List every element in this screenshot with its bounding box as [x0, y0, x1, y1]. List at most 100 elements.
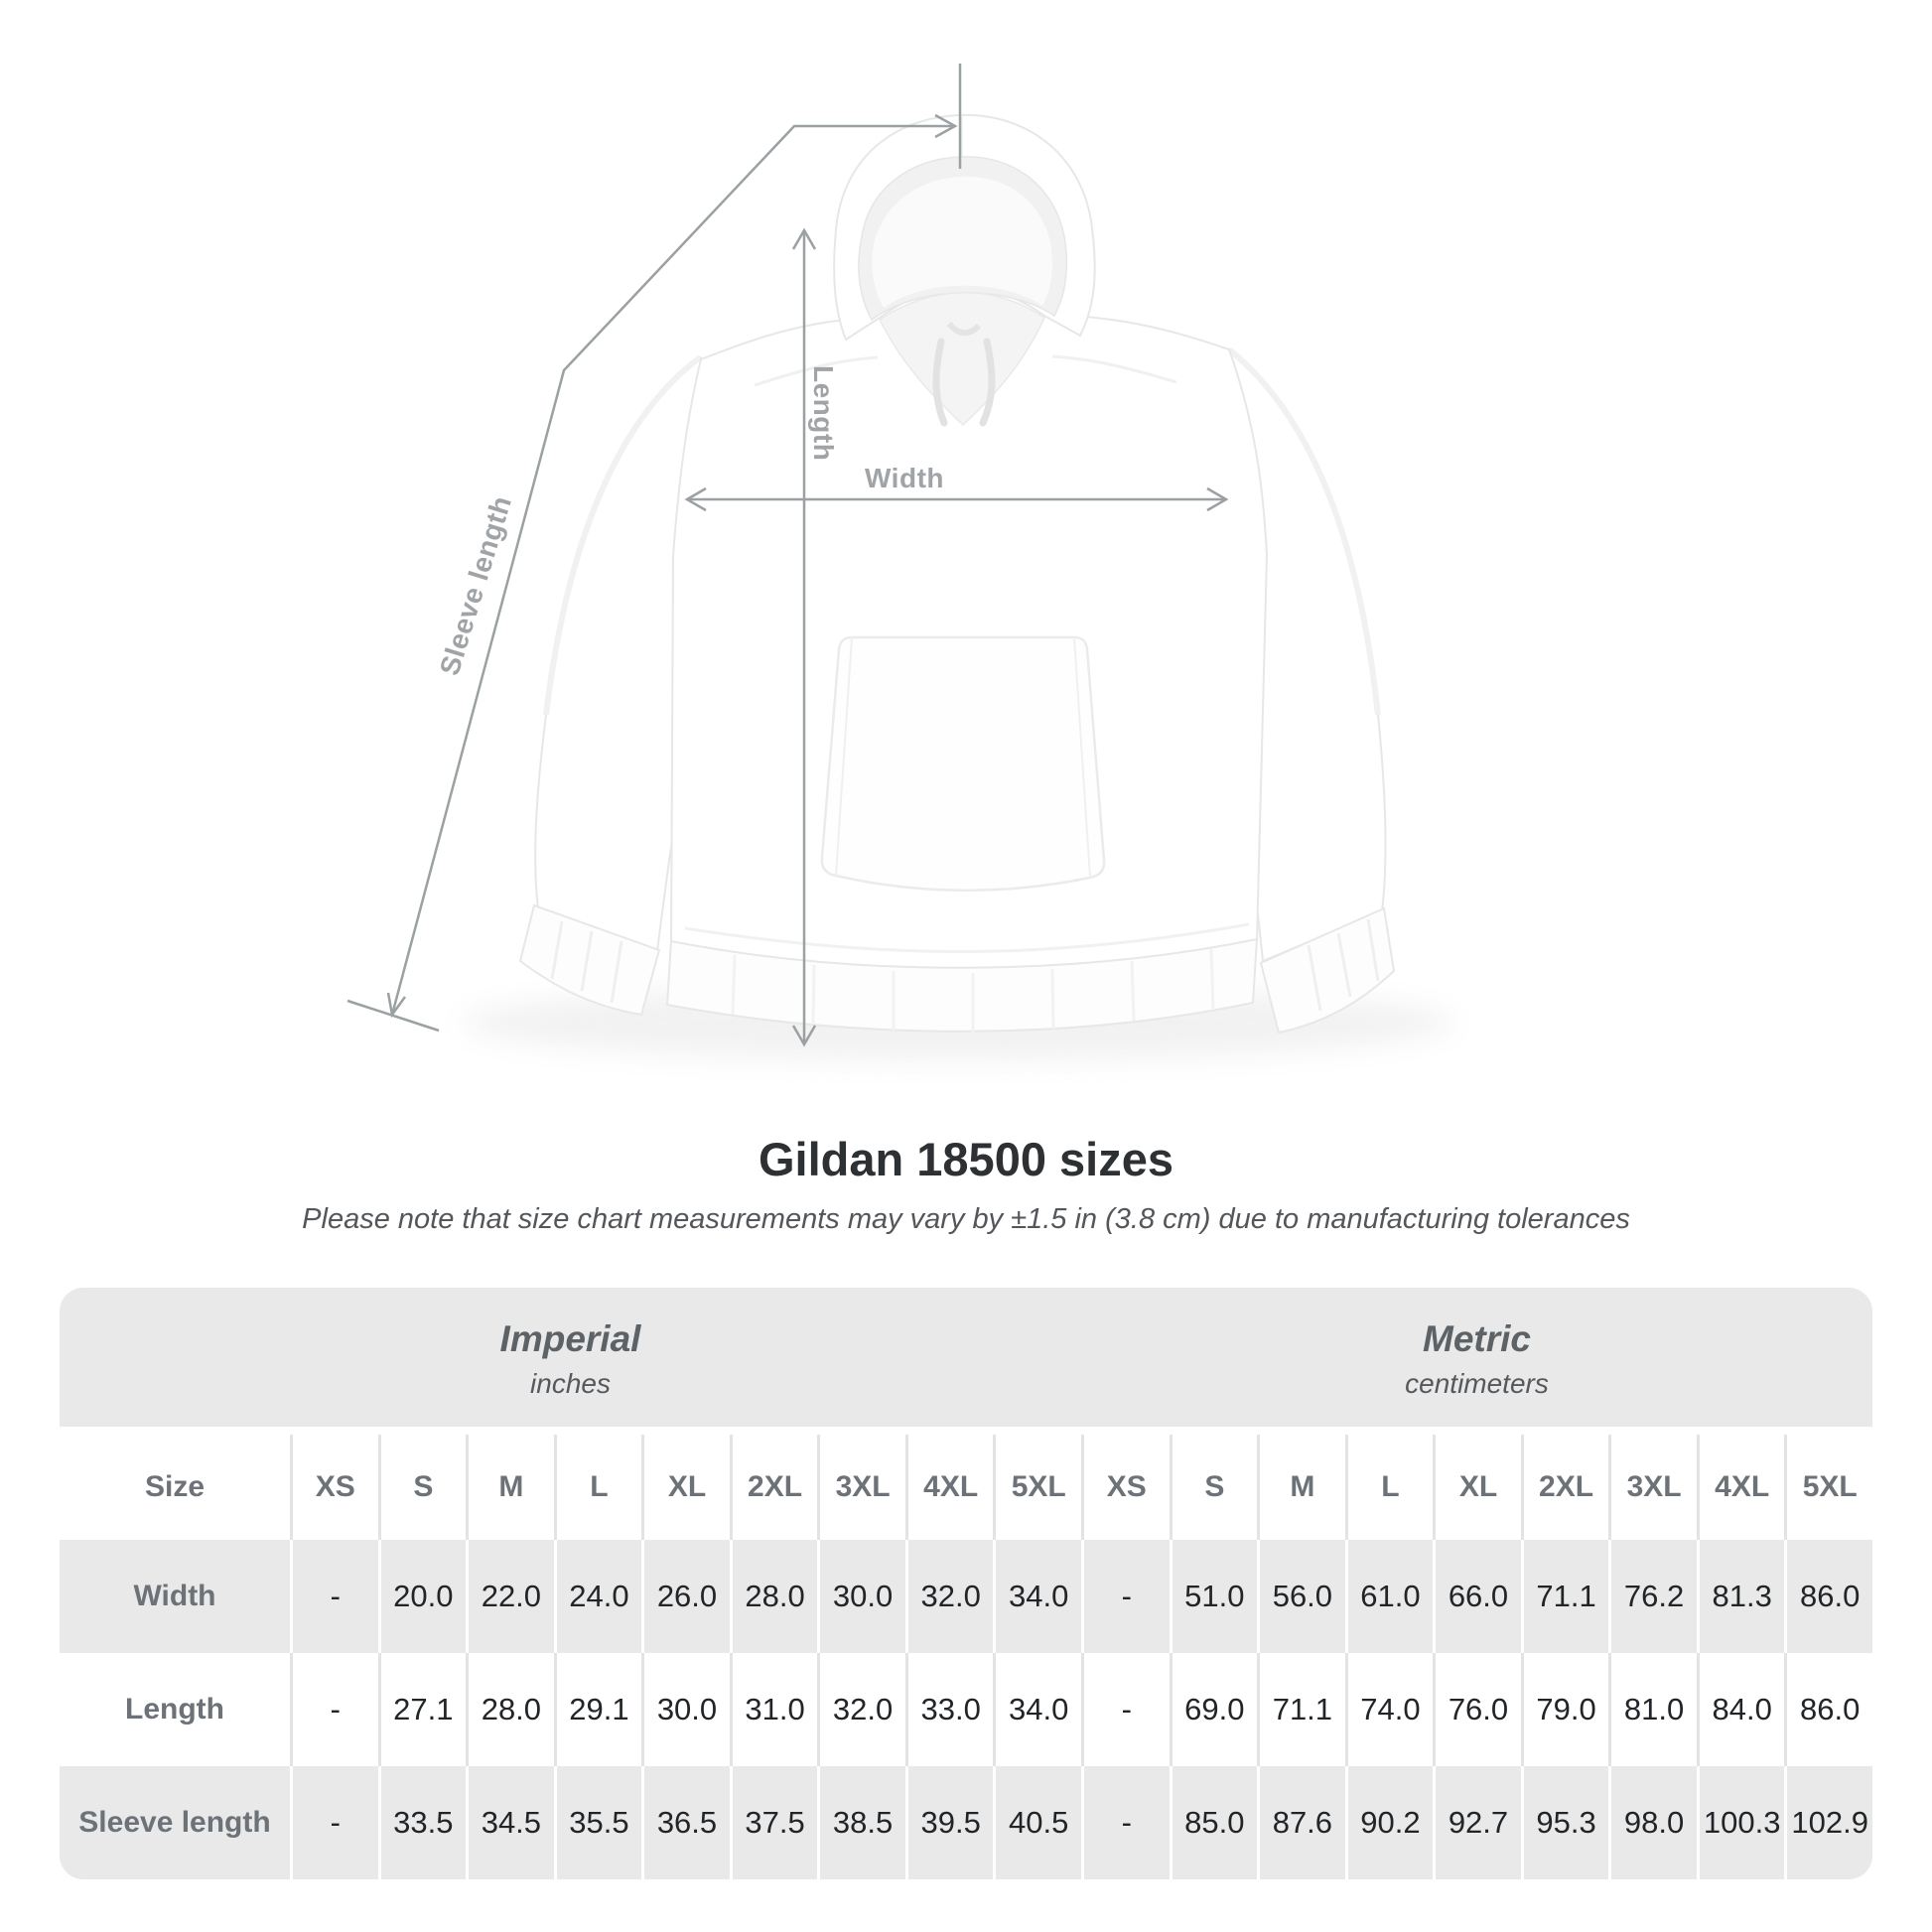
table-cell-1: 20.0 [377, 1540, 467, 1653]
row-label: Length [125, 1693, 224, 1725]
table-cell-13: 76.0 [1433, 1653, 1521, 1766]
width-line [684, 486, 1229, 512]
width-measurement-label: Width [865, 463, 944, 493]
measurement-row-sleeve-length: Sleeve length -33.5 34.5 35.5 36.5 37.5 38.5 39… [60, 1766, 1872, 1879]
column-header-4: XL [641, 1435, 730, 1540]
metric-label: Metric [1423, 1318, 1531, 1359]
table-cell-3: 24.0 [553, 1540, 642, 1653]
table-cell-12: 61.0 [1344, 1540, 1434, 1653]
table-cell-9: - [1081, 1653, 1170, 1766]
table-cell-6: 32.0 [817, 1653, 905, 1766]
column-header-1: S [377, 1435, 467, 1540]
table-cell-8: 40.5 [993, 1766, 1081, 1879]
table-cell-4: 26.0 [641, 1540, 730, 1653]
table-cell-14: 71.1 [1520, 1540, 1609, 1653]
table-rows: Size XS S M L XL 2XL 3XL 4XL 5XL XS S M L XL 2XL 3XL 4XL 5… [60, 1435, 1872, 1879]
measurement-lines [346, 64, 1229, 1047]
table-cell-14: 79.0 [1520, 1653, 1609, 1766]
hoodie-hood [833, 113, 1096, 427]
column-header-16: 4XL [1696, 1435, 1785, 1540]
column-header-11: M [1257, 1435, 1345, 1540]
table-cell-15: 81.0 [1608, 1653, 1697, 1766]
length-line [791, 227, 817, 1047]
column-header-17: 5XL [1784, 1435, 1872, 1540]
table-cell-13: 66.0 [1433, 1540, 1521, 1653]
table-cell-10: 69.0 [1169, 1653, 1258, 1766]
table-cell-1: 33.5 [377, 1766, 467, 1879]
table-cell-7: 33.0 [904, 1653, 994, 1766]
column-header-5: 2XL [729, 1435, 818, 1540]
table-cell-8: 34.0 [993, 1540, 1081, 1653]
table-cell-11: 71.1 [1257, 1653, 1345, 1766]
column-header-0: XS [290, 1435, 378, 1540]
page-title: Gildan 18500 sizes [758, 1133, 1174, 1185]
column-header-12: L [1344, 1435, 1434, 1540]
metric-group-header: Metric centimeters [1081, 1288, 1872, 1427]
column-header-8: 5XL [993, 1435, 1081, 1540]
hoodie-pocket [820, 635, 1106, 893]
table-cell-16: 100.3 [1696, 1766, 1785, 1879]
row-label: Sleeve length [78, 1806, 271, 1839]
measurement-row-width: Width -20.0 22.0 24.0 26.0 28.0 30.0 32.0 34.0-5… [60, 1540, 1872, 1653]
row-label: Width [133, 1580, 216, 1612]
hoodie-measurement-diagram: Length Width Sleeve length [346, 64, 1454, 1060]
column-header-6: 3XL [817, 1435, 905, 1540]
table-cell-7: 39.5 [904, 1766, 994, 1879]
table-cell-10: 85.0 [1169, 1766, 1258, 1879]
tolerance-note: Please note that size chart measurements… [302, 1203, 1630, 1235]
table-cell-11: 56.0 [1257, 1540, 1345, 1653]
table-cell-2: 28.0 [466, 1653, 554, 1766]
table-cell-9: - [1081, 1766, 1170, 1879]
table-cell-3: 35.5 [553, 1766, 642, 1879]
size-table: Imperial inches Metric centimeters Size X… [60, 1288, 1872, 1879]
table-cell-5: 37.5 [729, 1766, 818, 1879]
table-cell-15: 76.2 [1608, 1540, 1697, 1653]
table-cell-11: 87.6 [1257, 1766, 1345, 1879]
table-cell-10: 51.0 [1169, 1540, 1258, 1653]
length-measurement-label: Length [808, 365, 839, 462]
table-cell-2: 34.5 [466, 1766, 554, 1879]
column-header-2: M [466, 1435, 554, 1540]
table-cell-12: 74.0 [1344, 1653, 1434, 1766]
column-header-3: L [553, 1435, 642, 1540]
table-cell-8: 34.0 [993, 1653, 1081, 1766]
size-column-header: Size [144, 1470, 206, 1503]
table-cell-14: 95.3 [1520, 1766, 1609, 1879]
table-cell-16: 81.3 [1696, 1540, 1785, 1653]
imperial-label: Imperial [499, 1318, 641, 1359]
column-header-15: 3XL [1608, 1435, 1697, 1540]
column-header-13: XL [1433, 1435, 1521, 1540]
table-cell-17: 102.9 [1784, 1766, 1872, 1879]
table-cell-4: 36.5 [641, 1766, 730, 1879]
table-cell-6: 30.0 [817, 1540, 905, 1653]
table-cell-13: 92.7 [1433, 1766, 1521, 1879]
column-header-7: 4XL [904, 1435, 994, 1540]
size-header-row: Size XS S M L XL 2XL 3XL 4XL 5XL XS S M L XL 2XL 3XL 4XL 5… [60, 1435, 1872, 1540]
column-header-10: S [1169, 1435, 1258, 1540]
metric-unit-label: centimeters [1405, 1368, 1549, 1399]
table-cell-6: 38.5 [817, 1766, 905, 1879]
table-cell-16: 84.0 [1696, 1653, 1785, 1766]
table-cell-5: 28.0 [729, 1540, 818, 1653]
table-cell-7: 32.0 [904, 1540, 994, 1653]
table-cell-12: 90.2 [1344, 1766, 1434, 1879]
table-cell-0: - [290, 1540, 378, 1653]
table-cell-15: 98.0 [1608, 1766, 1697, 1879]
hoodie-illustration [346, 64, 1454, 1060]
unit-group-header: Imperial inches Metric centimeters [60, 1288, 1872, 1427]
table-cell-1: 27.1 [377, 1653, 467, 1766]
table-cell-0: - [290, 1653, 378, 1766]
table-cell-5: 31.0 [729, 1653, 818, 1766]
table-cell-3: 29.1 [553, 1653, 642, 1766]
sleeve-length-line [346, 64, 962, 1033]
imperial-group-header: Imperial inches [60, 1288, 1081, 1427]
table-cell-0: - [290, 1766, 378, 1879]
measurement-row-length: Length -27.1 28.0 29.1 30.0 31.0 32.0 33.0 34.0-… [60, 1653, 1872, 1766]
table-cell-9: - [1081, 1540, 1170, 1653]
hoodie-drawstrings [932, 321, 996, 427]
table-cell-4: 30.0 [641, 1653, 730, 1766]
column-header-14: 2XL [1520, 1435, 1609, 1540]
imperial-unit-label: inches [530, 1368, 611, 1399]
table-cell-17: 86.0 [1784, 1540, 1872, 1653]
